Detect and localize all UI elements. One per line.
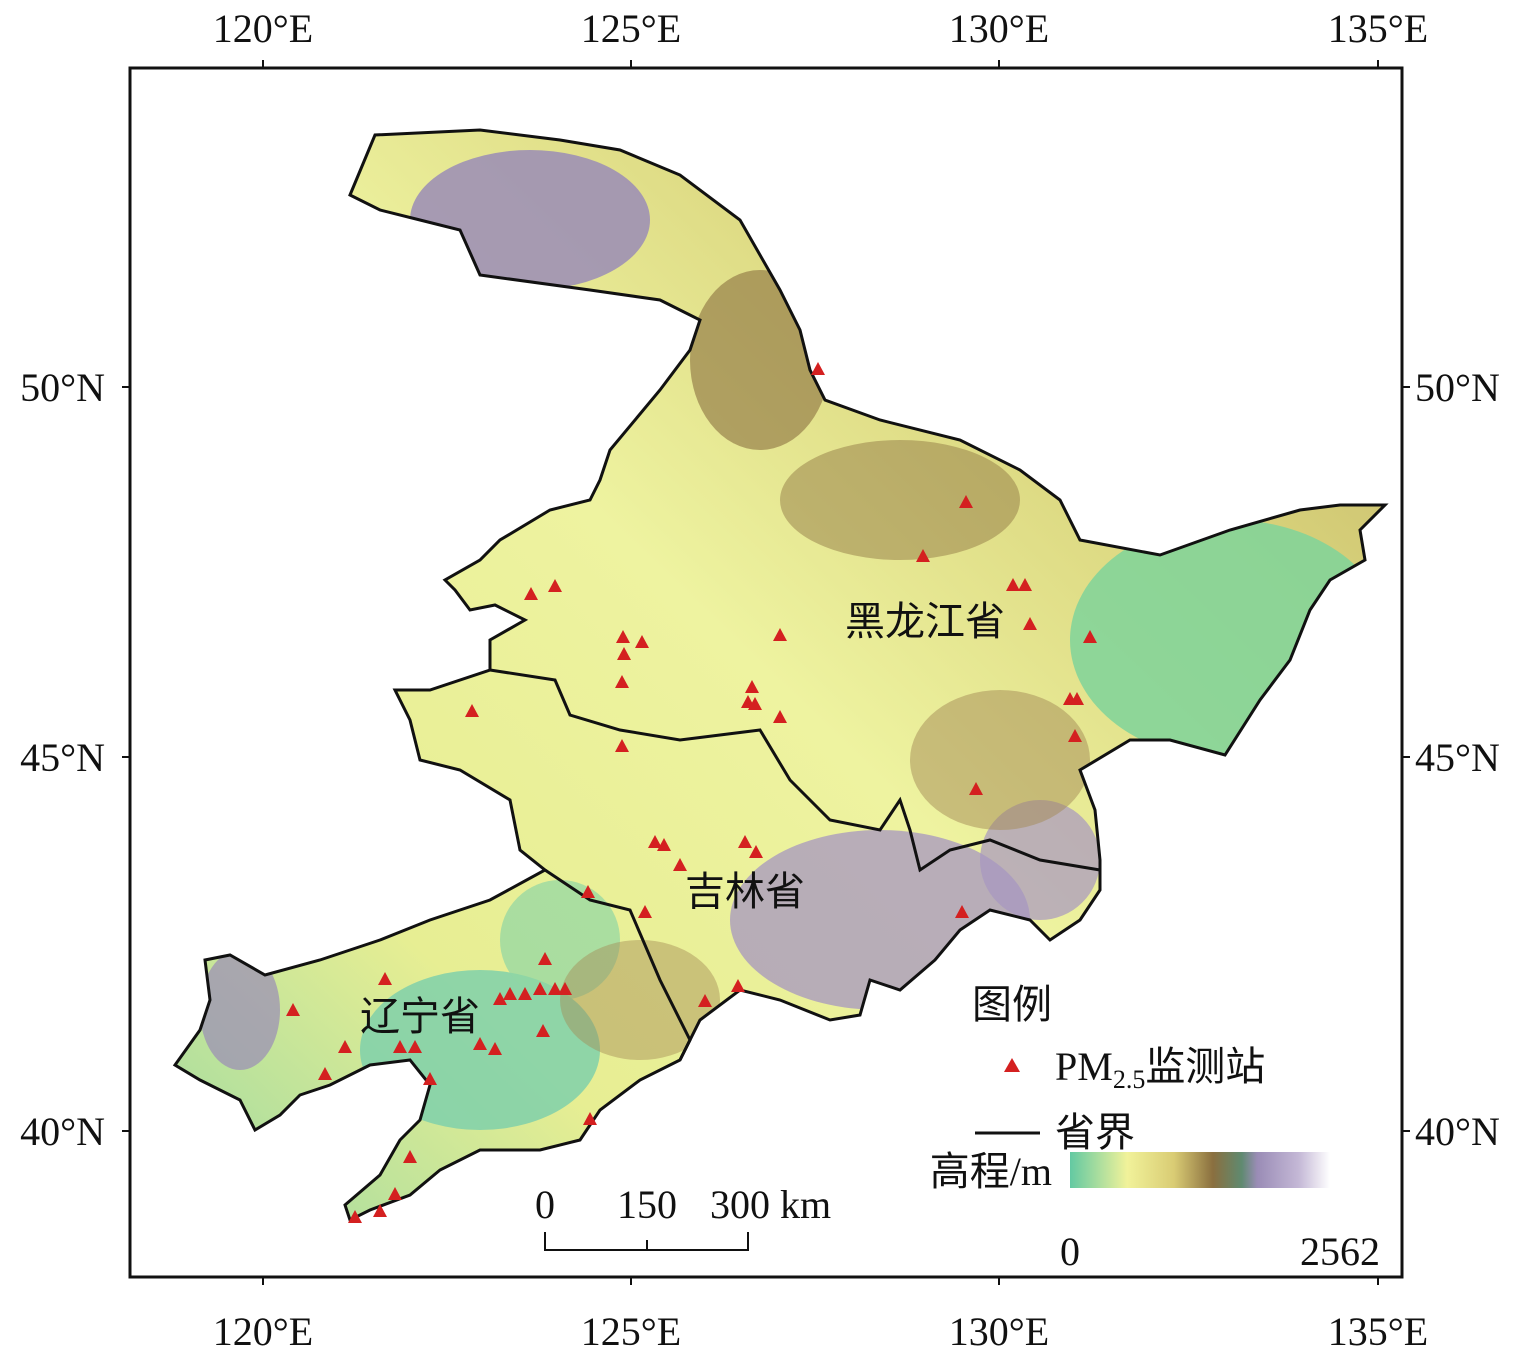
station (423, 1072, 437, 1085)
lon-tick-label: 135°E (1328, 1309, 1428, 1354)
station (1070, 692, 1084, 705)
legend-boundary-label: 省界 (1055, 1110, 1135, 1155)
terrain (175, 130, 1385, 1220)
lat-tick-label: 45°N (1415, 735, 1500, 780)
stations (286, 362, 1097, 1223)
colorbar (1070, 1152, 1330, 1188)
station (408, 1040, 422, 1053)
station (518, 987, 532, 1000)
station (583, 1112, 597, 1125)
station (1006, 578, 1020, 591)
station (524, 587, 538, 600)
station (648, 835, 662, 848)
station (616, 630, 630, 643)
station (811, 362, 825, 375)
station (493, 992, 507, 1005)
axis-ticks: 120°E 120°E 125°E 125°E 130°E 130°E 135°E 135°E… (20, 6, 1500, 1354)
station (318, 1067, 332, 1080)
station (548, 982, 562, 995)
station (617, 647, 631, 660)
station (488, 1042, 502, 1055)
station (548, 579, 562, 592)
station (638, 905, 652, 918)
lat-tick-label: 50°N (20, 365, 105, 410)
station (403, 1150, 417, 1163)
legend-title: 图例 (972, 982, 1052, 1027)
station (465, 704, 479, 717)
scale-label: 300 km (710, 1182, 831, 1227)
station (1068, 729, 1082, 742)
lon-tick-label: 120°E (213, 1309, 313, 1354)
colorbar-min: 0 (1060, 1229, 1080, 1274)
station (536, 1024, 550, 1037)
station (615, 675, 629, 688)
station (286, 1003, 300, 1016)
lat-tick-label: 50°N (1415, 365, 1500, 410)
station (731, 979, 745, 992)
station (698, 994, 712, 1007)
station (969, 782, 983, 795)
station (673, 858, 687, 871)
colorbar-max: 2562 (1300, 1229, 1380, 1274)
label-part: 2.5 (1113, 1065, 1146, 1094)
station (916, 549, 930, 562)
label-part: 监测站 (1145, 1044, 1265, 1089)
station (955, 905, 969, 918)
station (1018, 578, 1032, 591)
lat-tick-label: 45°N (20, 735, 105, 780)
lat-tick-label: 40°N (20, 1109, 105, 1154)
station (503, 987, 517, 1000)
province-boundary (489, 668, 1101, 873)
station (749, 845, 763, 858)
station (745, 680, 759, 693)
legend-station-symbol (1004, 1058, 1020, 1072)
map-frame (128, 66, 1404, 1279)
station (373, 1204, 387, 1217)
province-label: 吉林省 (685, 869, 805, 914)
label-part: PM (1055, 1044, 1113, 1089)
station (657, 838, 671, 851)
station (741, 695, 755, 708)
station (773, 628, 787, 641)
station (473, 1037, 487, 1050)
region-outline (172, 128, 1389, 1223)
station (558, 982, 572, 995)
station (635, 635, 649, 648)
lat-tick-label: 40°N (1415, 1109, 1500, 1154)
station (378, 972, 392, 985)
station (738, 835, 752, 848)
scale-label: 150 (617, 1182, 677, 1227)
station (615, 739, 629, 752)
province-label: 辽宁省 (360, 994, 480, 1039)
station (773, 710, 787, 723)
station (581, 885, 595, 898)
station (959, 495, 973, 508)
station (393, 1040, 407, 1053)
province-label: 黑龙江省 (845, 599, 1005, 644)
province-boundary (544, 868, 692, 1061)
station (1083, 630, 1097, 643)
station (1023, 617, 1037, 630)
station (348, 1210, 362, 1223)
station (538, 952, 552, 965)
lon-tick-label: 130°E (949, 1309, 1049, 1354)
lon-tick-label: 120°E (213, 6, 313, 51)
elevation-label: 高程/m (930, 1149, 1052, 1194)
lon-tick-label: 130°E (949, 6, 1049, 51)
lon-tick-label: 125°E (581, 1309, 681, 1354)
station (388, 1187, 402, 1200)
lon-tick-label: 125°E (581, 6, 681, 51)
station (533, 982, 547, 995)
lon-tick-label: 135°E (1328, 6, 1428, 51)
legend-station-label: PM2.5监测站 (1055, 1044, 1265, 1094)
scale-label: 0 (535, 1182, 555, 1227)
station (338, 1040, 352, 1053)
